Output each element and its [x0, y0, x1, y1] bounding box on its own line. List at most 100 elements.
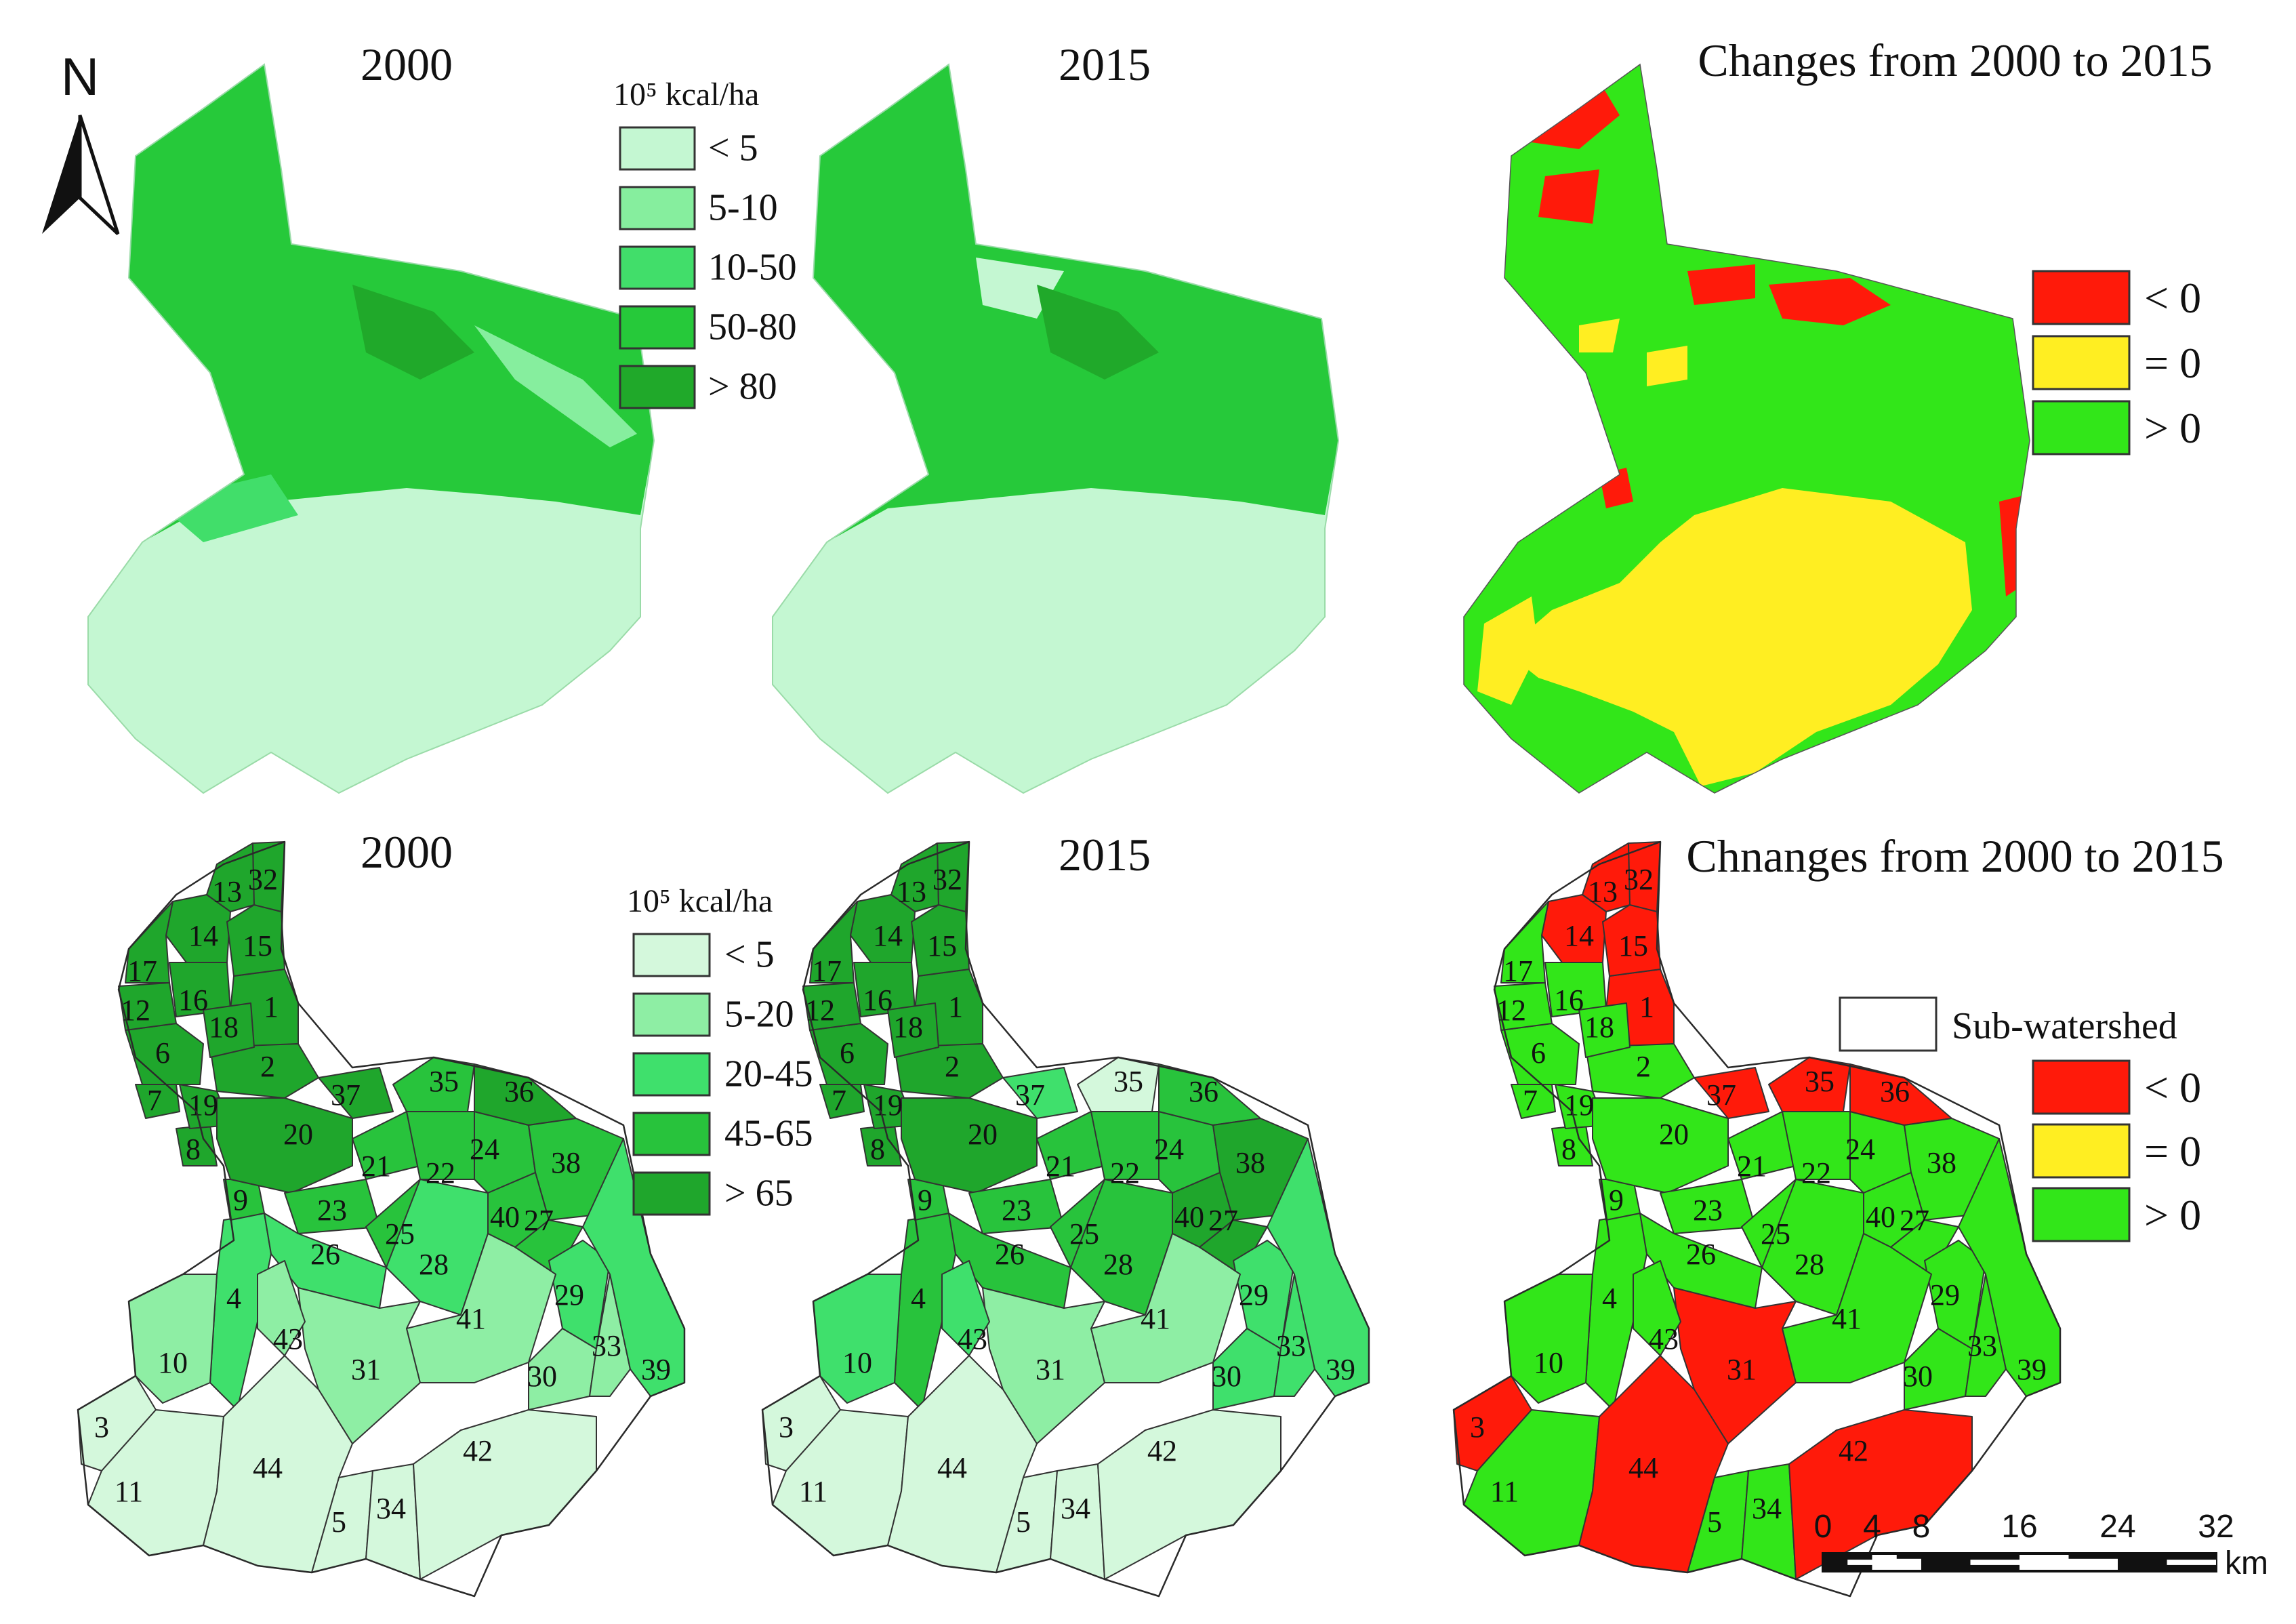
top-legend-swatch: [619, 365, 696, 409]
bottom-legend-label: 5-20: [724, 993, 794, 1035]
top-change-negative-patch-4: [1769, 278, 1891, 325]
bottom-2000-subwatershed-label: 24: [470, 1133, 499, 1166]
bottom-change-subwatershed-label: 2: [1636, 1050, 1651, 1083]
bottom-2000-subwatershed-label: 12: [121, 994, 150, 1027]
scale-bar-unit: km: [2225, 1545, 2268, 1581]
bottom-2015-subwatershed-label: 9: [918, 1183, 932, 1217]
bottom-2015-subwatershed-41: [1090, 1233, 1241, 1383]
bottom-change-subwatershed-label: 39: [2017, 1353, 2047, 1386]
bottom-2015-subwatershed-label: 29: [1239, 1278, 1269, 1312]
bottom-legend-swatch: [632, 933, 711, 977]
bottom-change-legend: Sub-watershed < 0 = 0 > 0: [1839, 996, 2201, 1242]
bottom-2015-subwatershed-37: [1002, 1067, 1078, 1119]
bottom-change-subwatershed-label: 13: [1588, 875, 1618, 908]
bottom-2015-subwatershed-label: 11: [799, 1475, 827, 1508]
bottom-2000-subwatershed-label: 35: [429, 1065, 459, 1098]
bottom-legend-swatch: [632, 992, 711, 1037]
bottom-2000-subwatershed-label: 26: [310, 1238, 340, 1271]
bottom-2015-subwatershed-label: 20: [968, 1118, 998, 1151]
bottom-change-subwatershed-37: [1694, 1067, 1769, 1119]
top-change-legend-swatch: [2032, 335, 2131, 390]
bottom-2015-subwatershed-label: 7: [832, 1084, 846, 1117]
bottom-2015-subwatershed-label: 17: [812, 954, 842, 988]
bottom-change-subwatershed-label: 3: [1470, 1410, 1485, 1444]
north-arrow-label: N: [61, 47, 99, 106]
top-change-legend-swatch: [2032, 270, 2131, 325]
bottom-change-subwatershed-label: 20: [1659, 1118, 1689, 1151]
bottom-2015-subwatershed-label: 1: [948, 990, 963, 1023]
top-change-zero-patch-west: [1477, 596, 1538, 705]
north-arrow: N: [42, 47, 120, 235]
bottom-change-subwatershed-43: [1633, 1260, 1681, 1356]
bottom-change-subwatershed-12: [1494, 982, 1553, 1031]
bottom-change-subwatershed-33: [1965, 1274, 2007, 1397]
bottom-2015-subwatershed-2: [894, 1043, 1004, 1099]
bottom-2015-subwatershed-label: 39: [1326, 1353, 1355, 1386]
scale-bar-subsegment: [1847, 1560, 1872, 1565]
bottom-2015-subwatershed-label: 44: [937, 1451, 967, 1484]
bottom-change-subwatershed-10: [1504, 1274, 1593, 1404]
bottom-2015-subwatershed-32: [937, 841, 970, 912]
bottom-2000-subwatershed-label: 20: [283, 1118, 313, 1151]
top-panel-2015: 2015: [772, 39, 1339, 794]
bottom-change-subwatershed-label: 41: [1832, 1302, 1862, 1335]
bottom-change-subwatershed-label: 37: [1706, 1078, 1736, 1112]
bottom-2000-subwatershed-44: [203, 1355, 353, 1573]
bottom-change-title: Chnanges from 2000 to 2015: [1686, 830, 2223, 882]
bottom-2015-subwatershed-label: 24: [1154, 1133, 1184, 1166]
bottom-2000-subwatershed-label: 11: [115, 1475, 143, 1508]
bottom-2000-subwatershed-label: 32: [248, 863, 278, 896]
bottom-2015-subwatershed-label: 31: [1036, 1353, 1065, 1386]
bottom-change-subwatershed-label: 10: [1534, 1346, 1563, 1379]
bottom-change-subwatershed-label: 25: [1761, 1217, 1790, 1251]
bottom-legend-items: < 5 5-20 20-45 45-65 > 65: [632, 933, 813, 1216]
bottom-2015-subwatershed-18: [887, 1002, 939, 1058]
bottom-legend-swatch: [632, 1052, 711, 1097]
bottom-2000-subwatershed-label: 27: [524, 1204, 554, 1237]
top-change-zero-patch-mid: [1647, 346, 1687, 386]
bottom-change-subwatershed-label: 28: [1795, 1248, 1824, 1281]
bottom-2000-subwatershed-label: 9: [233, 1183, 248, 1217]
bottom-2000-subwatershed-label: 1: [264, 990, 279, 1023]
bottom-2015-subwatershed-15: [911, 904, 970, 977]
top-legend-swatch: [619, 186, 696, 230]
bottom-legend-label: 45-65: [724, 1112, 813, 1154]
bottom-2000-subwatershed-label: 16: [178, 983, 208, 1017]
bottom-change-subwatershed-label: 34: [1752, 1492, 1782, 1525]
bottom-2000-subwatershed-33: [589, 1274, 631, 1397]
top-legend-label: < 5: [708, 127, 758, 169]
bottom-change-subwatershed-18: [1578, 1002, 1631, 1058]
bottom-change-subwatershed-label: 26: [1686, 1238, 1716, 1271]
top-change-legend-items: < 0 = 0 > 0: [2032, 270, 2201, 455]
bottom-2015-subwatershed-label: 37: [1015, 1078, 1045, 1112]
bottom-2015-subwatershed-label: 36: [1189, 1075, 1218, 1108]
bottom-change-subwatershed-label: 43: [1649, 1322, 1679, 1356]
bottom-2015-subwatershed-label: 10: [842, 1346, 872, 1379]
bottom-legend-label: < 5: [724, 933, 775, 975]
bottom-2000-subwatershed-label: 41: [456, 1302, 486, 1335]
top-change-legend: < 0 = 0 > 0: [2032, 270, 2201, 455]
scale-bar-tick-label: 8: [1912, 1509, 1931, 1545]
scale-bar-subsegment: [1896, 1554, 1921, 1559]
bottom-2015-subwatershed-label: 41: [1141, 1302, 1170, 1335]
top-legend-label: 10-50: [708, 246, 797, 288]
bottom-2015-subwatershed-label: 12: [805, 994, 835, 1027]
bottom-change-subwatershed-label: 30: [1903, 1360, 1933, 1393]
bottom-change-subwatershed-label: 24: [1845, 1133, 1875, 1166]
bottom-change-subwatershed-label: 9: [1609, 1183, 1624, 1217]
subwatershed-legend-swatch: [1839, 996, 1938, 1052]
bottom-change-subwatershed-29: [1924, 1240, 1986, 1349]
bottom-2000-subwatershed-label: 8: [186, 1133, 201, 1166]
bottom-2000-subwatershed-10: [128, 1274, 218, 1404]
top-2000-valley-strip: [474, 325, 637, 447]
bottom-change-subwatershed-label: 17: [1503, 954, 1533, 988]
north-arrow-dark-half: [42, 115, 80, 234]
bottom-2000-subwatershed-label: 40: [490, 1200, 520, 1234]
bottom-2015-subwatershed-42: [1097, 1409, 1282, 1580]
bottom-change-subwatershed-label: 23: [1693, 1194, 1723, 1227]
bottom-2015-subwatershed-label: 8: [870, 1133, 885, 1166]
